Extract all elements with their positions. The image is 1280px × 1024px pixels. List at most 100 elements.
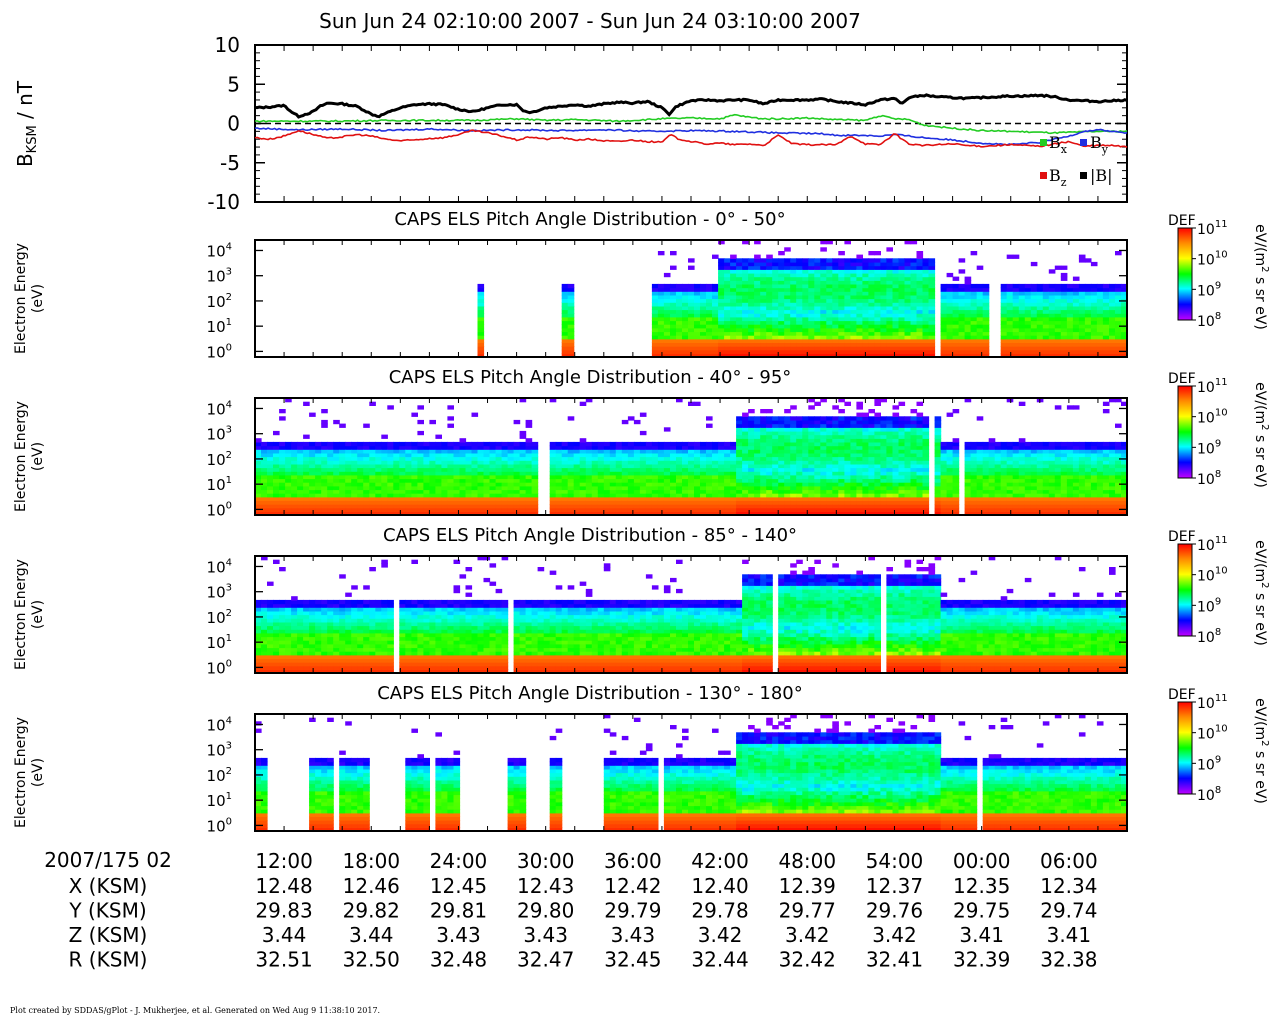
heatmap-cell bbox=[868, 423, 875, 428]
heatmap-cell bbox=[561, 291, 569, 296]
heatmap-cell bbox=[850, 324, 857, 329]
heatmap-cell bbox=[844, 419, 851, 425]
heatmap-cell bbox=[976, 327, 984, 333]
heatmap-cell bbox=[814, 276, 821, 281]
heatmap-cell bbox=[712, 489, 719, 494]
heatmap-cell bbox=[1006, 302, 1014, 307]
heatmap-cell bbox=[670, 485, 677, 491]
heatmap-cell bbox=[1030, 309, 1038, 314]
heatmap-cell bbox=[724, 258, 731, 263]
heatmap-cell bbox=[459, 456, 467, 461]
heatmap-cell bbox=[916, 449, 924, 454]
heatmap-cell bbox=[814, 500, 821, 505]
heatmap-cell bbox=[892, 283, 900, 289]
spectrogram-heatmap bbox=[255, 398, 1128, 516]
heatmap-cell bbox=[1078, 309, 1086, 314]
heatmap-cell bbox=[639, 482, 647, 487]
heatmap-cell bbox=[573, 467, 581, 472]
heatmap-cell bbox=[802, 276, 809, 281]
heatmap-cell bbox=[1042, 463, 1050, 469]
heatmap-cell bbox=[603, 511, 611, 516]
heatmap-cell bbox=[898, 338, 906, 343]
heatmap-cell bbox=[778, 335, 785, 340]
heatmap-cell bbox=[742, 430, 749, 436]
heatmap-cell bbox=[706, 445, 713, 450]
heatmap-cell bbox=[802, 460, 809, 465]
heatmap-cell bbox=[1018, 302, 1026, 307]
heatmap-cell bbox=[255, 489, 262, 494]
heatmap-cell bbox=[916, 349, 924, 354]
colorbar-tick-label: 1010 bbox=[1197, 250, 1228, 269]
heatmap-cell bbox=[1090, 309, 1098, 314]
heatmap-cell bbox=[417, 478, 424, 483]
heatmap-cell bbox=[1006, 478, 1014, 483]
heatmap-cell bbox=[700, 485, 707, 491]
heatmap-cell bbox=[670, 445, 677, 450]
heatmap-cell bbox=[273, 452, 280, 458]
heatmap-cell bbox=[940, 298, 948, 303]
heatmap-cell bbox=[838, 258, 845, 263]
heatmap-cell bbox=[309, 412, 316, 417]
heatmap-cell bbox=[1109, 324, 1116, 329]
heatmap-cell bbox=[808, 507, 815, 512]
heatmap-cell bbox=[964, 324, 972, 329]
heatmap-cell bbox=[826, 467, 833, 472]
heatmap-cell bbox=[772, 438, 779, 443]
heatmap-cell bbox=[952, 309, 960, 314]
heatmap-cell bbox=[375, 441, 382, 447]
heatmap-cell bbox=[375, 504, 382, 509]
heatmap-cell bbox=[976, 313, 984, 318]
heatmap-cell bbox=[850, 327, 857, 333]
heatmap-cell bbox=[525, 485, 533, 491]
heatmap-cell bbox=[964, 445, 972, 450]
heatmap-cell bbox=[694, 305, 701, 311]
heatmap-cell bbox=[814, 320, 821, 325]
heatmap-cell bbox=[333, 449, 340, 454]
heatmap-cell bbox=[724, 342, 731, 347]
heatmap-cell bbox=[850, 452, 857, 458]
heatmap-cell bbox=[279, 452, 286, 458]
heatmap-cell bbox=[754, 434, 761, 439]
heatmap-cell bbox=[1036, 452, 1044, 458]
heatmap-cell bbox=[832, 261, 839, 267]
heatmap-cell bbox=[712, 316, 719, 322]
heatmap-cell bbox=[832, 313, 839, 318]
heatmap-cell bbox=[754, 438, 761, 443]
heatmap-cell bbox=[790, 460, 797, 465]
heatmap-cell bbox=[862, 441, 869, 447]
heatmap-cell bbox=[411, 449, 418, 454]
heatmap-cell bbox=[916, 254, 924, 259]
heatmap-cell bbox=[615, 496, 623, 501]
heatmap-cell bbox=[808, 269, 815, 274]
heatmap-cell bbox=[501, 507, 509, 512]
heatmap-cell bbox=[670, 302, 677, 307]
heatmap-cell bbox=[964, 460, 972, 465]
heatmap-cell bbox=[525, 478, 533, 483]
heatmap-cell bbox=[489, 500, 497, 505]
heatmap-cell bbox=[1090, 261, 1098, 267]
heatmap-cell bbox=[309, 460, 316, 465]
heatmap-cell bbox=[928, 320, 936, 325]
heatmap-cell bbox=[898, 463, 906, 469]
heatmap-cell bbox=[766, 419, 773, 425]
heatmap-cell bbox=[868, 320, 875, 325]
heatmap-cell bbox=[1018, 449, 1026, 454]
heatmap-cell bbox=[748, 276, 755, 281]
heatmap-cell bbox=[946, 353, 954, 358]
heatmap-cell bbox=[633, 504, 641, 509]
heatmap-cell bbox=[303, 449, 310, 454]
heatmap-cell bbox=[784, 416, 791, 421]
heatmap-cell bbox=[856, 302, 863, 307]
heatmap-cell bbox=[1036, 478, 1044, 483]
heatmap-cell bbox=[1030, 445, 1038, 450]
heatmap-cell bbox=[519, 441, 527, 447]
heatmap-cell bbox=[267, 467, 274, 472]
heatmap-cell bbox=[267, 471, 274, 476]
heatmap-cell bbox=[988, 493, 996, 498]
heatmap-cell bbox=[934, 467, 942, 472]
heatmap-cell bbox=[579, 493, 587, 498]
heatmap-cell bbox=[754, 353, 761, 358]
heatmap-cell bbox=[1121, 346, 1128, 351]
heatmap-cell bbox=[898, 471, 906, 476]
heatmap-cell bbox=[970, 471, 978, 476]
